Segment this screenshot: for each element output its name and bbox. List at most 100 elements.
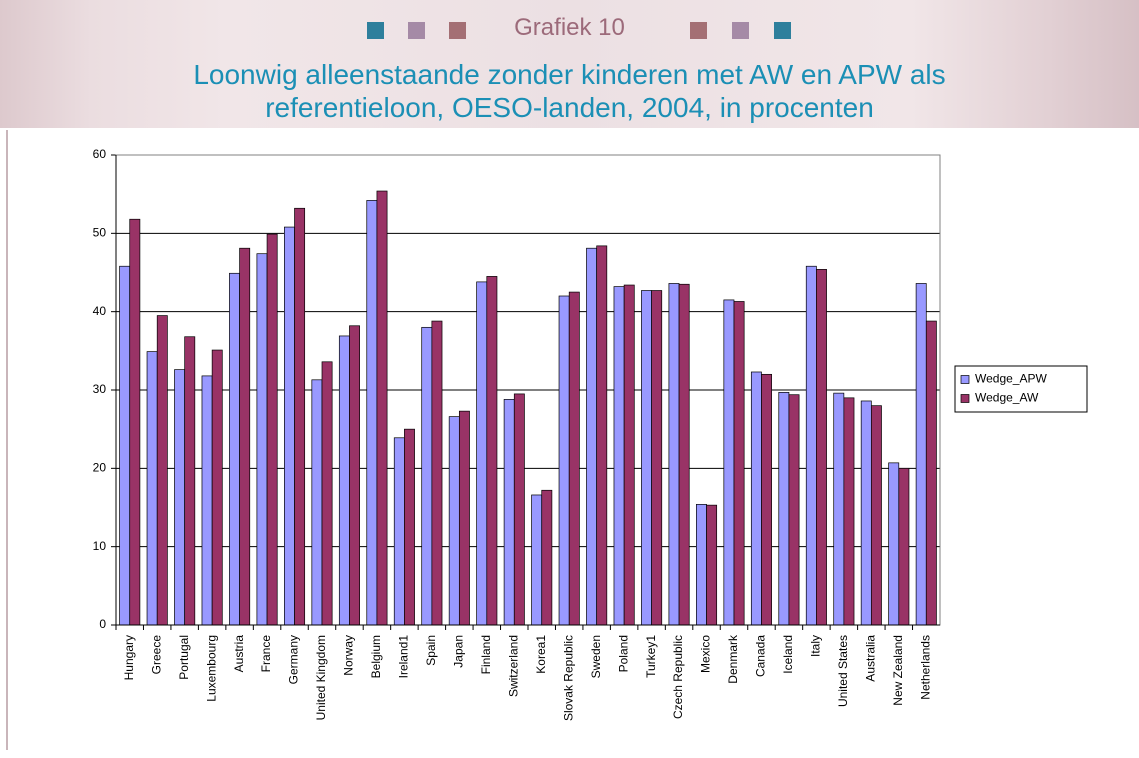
bar [311, 379, 323, 626]
bar [750, 371, 762, 626]
bar [349, 325, 360, 626]
legend-label: Wedge_AW [975, 391, 1039, 405]
legend-box [954, 365, 1088, 413]
bar [860, 400, 872, 626]
bar [541, 489, 553, 626]
bar [651, 290, 663, 626]
bar [119, 265, 131, 626]
x-tick-label: Italy [809, 635, 823, 657]
bar [833, 392, 845, 626]
bar [266, 233, 278, 626]
y-tick-label: 10 [93, 539, 107, 553]
bar [513, 393, 525, 626]
bar [338, 335, 350, 626]
x-tick-label: France [259, 635, 273, 673]
bar [284, 226, 295, 626]
x-tick-label: Korea1 [534, 635, 548, 674]
bar [623, 284, 635, 626]
y-tick-label: 60 [93, 147, 107, 161]
bar [805, 265, 817, 626]
bar [376, 190, 388, 626]
bar [256, 253, 268, 626]
x-tick-label: Hungary [122, 635, 136, 680]
chart-subtitle: Loonwig alleenstaande zonder kinderen me… [193, 59, 946, 123]
x-tick-label: Portugal [177, 635, 191, 680]
bar [294, 207, 306, 626]
x-tick-label: United States [836, 635, 850, 707]
square [774, 22, 791, 39]
bar [733, 301, 745, 626]
bar [404, 428, 415, 626]
x-tick-label: United Kingdom [314, 635, 328, 720]
x-tick-label: Mexico [699, 635, 713, 673]
y-tick-label: 20 [93, 461, 107, 475]
bar [696, 504, 707, 626]
legend-swatch [960, 375, 970, 384]
bar [870, 405, 882, 626]
bar [129, 218, 141, 626]
bar [229, 272, 240, 626]
x-tick-label: Spain [424, 635, 438, 666]
bar [586, 247, 598, 626]
bar [816, 269, 827, 626]
bar [393, 437, 405, 626]
x-tick-label: Norway [342, 635, 356, 676]
x-tick-label: Germany [287, 635, 301, 684]
bar [788, 394, 800, 626]
bar [558, 295, 570, 626]
bar [156, 315, 168, 626]
x-tick-label: Canada [754, 635, 768, 677]
bar [431, 320, 443, 626]
bar [366, 200, 378, 626]
chart-title: Grafiek 10 [514, 14, 625, 41]
x-tick-label: Netherlands [918, 635, 932, 700]
y-tick-label: 0 [99, 617, 106, 631]
bar [898, 467, 910, 626]
bar [486, 276, 498, 626]
bar [678, 283, 690, 626]
x-tick-label: Switzerland [506, 635, 520, 697]
x-tick-label: Austria [232, 635, 246, 673]
bar [421, 326, 433, 626]
bar [596, 245, 608, 626]
square [367, 22, 384, 39]
bar [915, 283, 927, 626]
bar [613, 286, 625, 626]
bar [568, 291, 580, 626]
x-tick-label: Ireland1 [397, 635, 411, 679]
x-tick-label: Belgium [369, 635, 383, 678]
y-tick-label: 40 [93, 304, 107, 318]
bar [174, 369, 186, 626]
y-tick-label: 30 [93, 382, 107, 396]
x-tick-label: Turkey1 [644, 635, 658, 678]
bar [668, 283, 680, 626]
bar [706, 504, 718, 626]
bar [761, 373, 772, 626]
x-tick-label: Japan [452, 635, 466, 668]
y-tick-label: 50 [93, 226, 107, 240]
bar [321, 361, 333, 626]
x-tick-label: Poland [616, 635, 630, 672]
x-tick-label: New Zealand [891, 635, 905, 706]
bar [201, 375, 213, 626]
legend-label: Wedge_APW [975, 372, 1047, 386]
bar [723, 299, 735, 626]
bar [448, 416, 460, 626]
bar [925, 320, 937, 626]
x-tick-label: Czech Republic [671, 635, 685, 719]
bar [888, 462, 900, 626]
x-tick-label: Finland [479, 635, 493, 674]
x-tick-label: Denmark [726, 634, 740, 684]
bar [146, 351, 158, 626]
header: Grafiek 10 Loonwig alleenstaande zonder … [0, 0, 1139, 128]
x-tick-label: Sweden [589, 635, 603, 678]
bar [211, 349, 223, 626]
bar [503, 399, 515, 626]
bar [476, 281, 488, 626]
bar [184, 336, 196, 626]
bar [641, 290, 652, 626]
x-tick-label: Luxembourg [204, 635, 218, 702]
bar [843, 397, 855, 626]
